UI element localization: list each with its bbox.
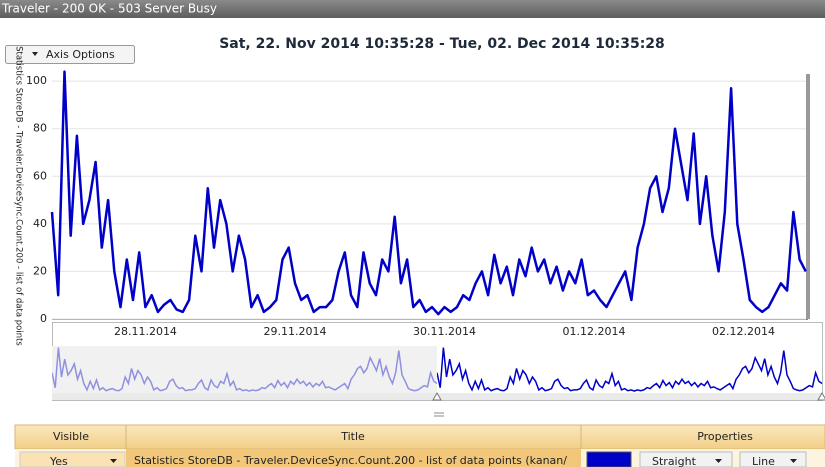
- y-tick-label: 60: [33, 169, 47, 182]
- visible-value[interactable]: Yes: [49, 455, 68, 467]
- series-title: Statistics StoreDB - Traveler.DeviceSync…: [134, 454, 567, 467]
- x-tick-label: 30.11.2014: [413, 325, 476, 338]
- visible-dropdown[interactable]: [19, 451, 126, 467]
- y-tick-label: 80: [33, 122, 47, 135]
- dropdown-arrow: [32, 52, 38, 56]
- y-tick-label: 40: [33, 217, 47, 230]
- dropdown-arrow: [110, 459, 117, 463]
- type-value[interactable]: Line: [752, 455, 775, 467]
- header-properties: Properties: [697, 430, 753, 443]
- y-tick-label: 0: [40, 312, 47, 325]
- splitter[interactable]: [434, 412, 444, 417]
- dropdown-arrow: [790, 459, 797, 463]
- chart-title: Sat, 22. Nov 2014 10:35:28 - Tue, 02. De…: [219, 36, 665, 52]
- header-title: Title: [340, 430, 365, 443]
- plot-right-edge: [806, 74, 810, 319]
- navigator-handles[interactable]: [432, 391, 825, 401]
- axis-options-label[interactable]: Axis Options: [46, 48, 115, 61]
- style-value[interactable]: Straight: [652, 455, 697, 467]
- y-axis-label: Statistics StoreDB - Traveler.DeviceSync…: [14, 46, 24, 346]
- table-header: [14, 424, 825, 450]
- navigator-line: [437, 347, 823, 392]
- series-line: [50, 70, 807, 316]
- navigator-line: [52, 347, 437, 392]
- navigator-shade: [52, 346, 437, 393]
- style-dropdown[interactable]: [639, 451, 733, 467]
- y-tick-label: 100: [26, 74, 47, 87]
- header-visible: Visible: [53, 430, 89, 443]
- type-dropdown[interactable]: [739, 451, 807, 467]
- axis-options-button[interactable]: [5, 45, 135, 64]
- y-tick-label: 20: [33, 264, 47, 277]
- window-title: Traveler - 200 OK - 503 Server Busy: [1, 2, 217, 16]
- x-tick-label: 28.11.2014: [114, 325, 177, 338]
- color-swatch[interactable]: [586, 451, 632, 467]
- title-bar: [0, 0, 825, 18]
- x-tick-label: 29.11.2014: [263, 325, 326, 338]
- x-tick-label: 02.12.2014: [712, 325, 775, 338]
- dropdown-arrow: [715, 459, 722, 463]
- x-tick-label: 01.12.2014: [563, 325, 626, 338]
- title-cell: [126, 449, 581, 467]
